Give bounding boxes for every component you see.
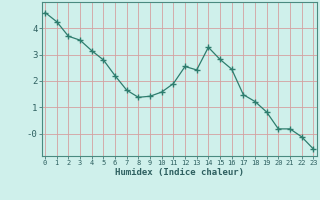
- X-axis label: Humidex (Indice chaleur): Humidex (Indice chaleur): [115, 168, 244, 177]
